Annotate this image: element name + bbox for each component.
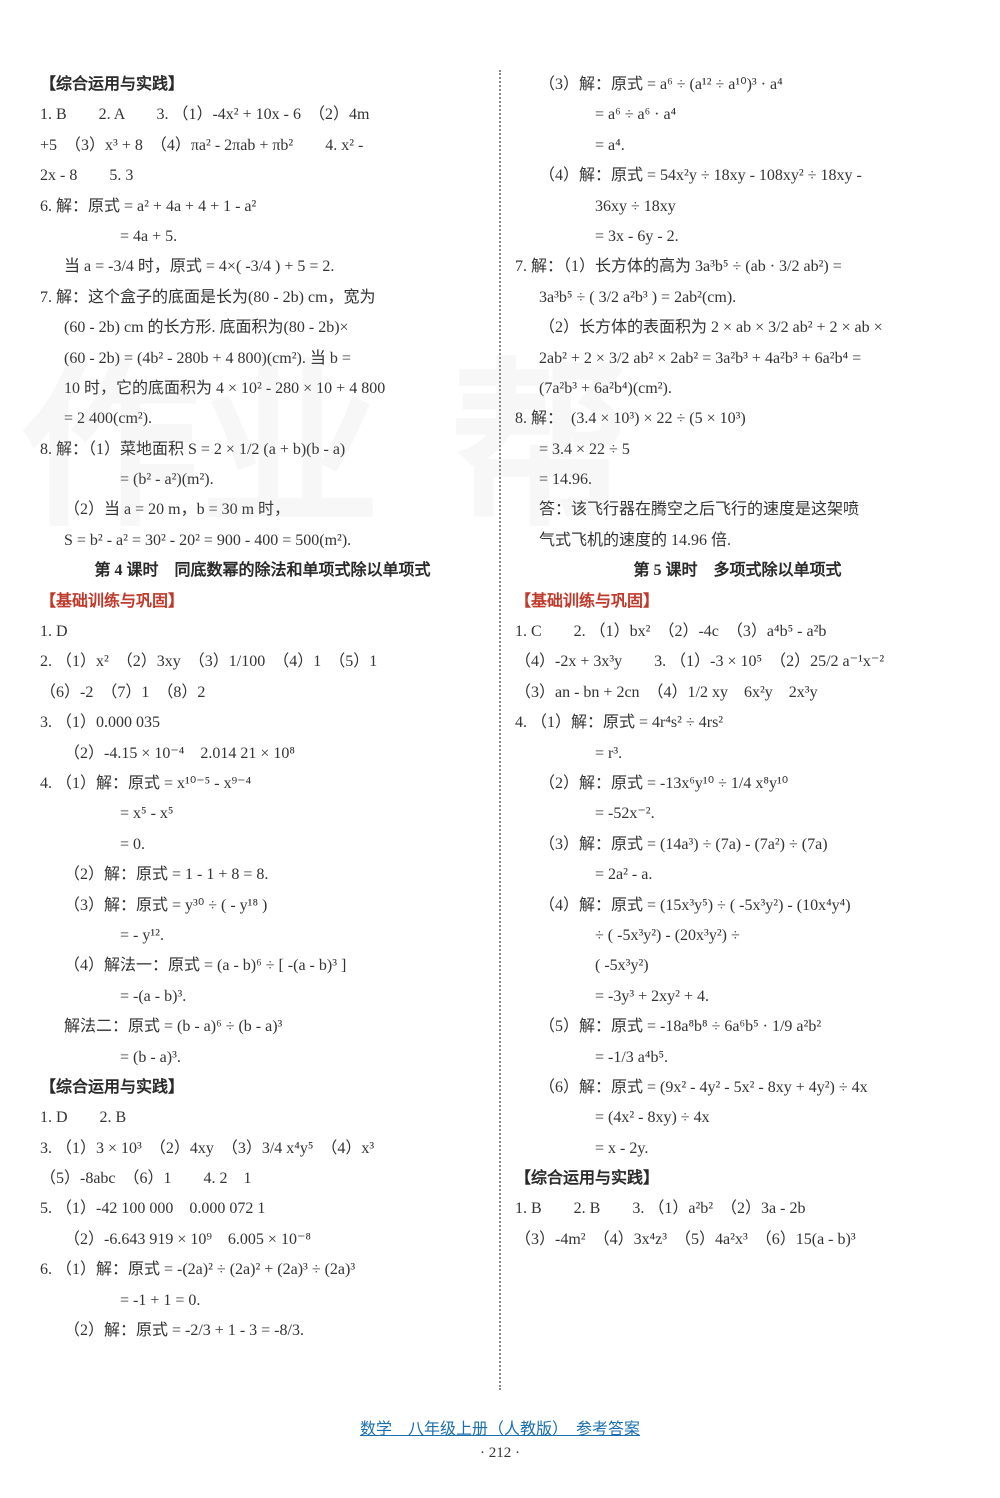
text-line: （2）-4.15 × 10⁻⁴ 2.014 21 × 10⁸	[40, 739, 485, 769]
page-columns: 【综合运用与实践】1. B 2. A 3. （1）-4x² + 10x - 6 …	[40, 70, 960, 1390]
text-line: 1. D	[40, 617, 485, 647]
text-line: 36xy ÷ 18xy	[515, 192, 960, 222]
text-line: 【基础训练与巩固】	[515, 587, 960, 617]
text-line: 4. （1）解：原式 = 4r⁴s² ÷ 4rs²	[515, 708, 960, 738]
text-line: ÷ ( -5x³y²) - (20x³y²) ÷	[515, 921, 960, 951]
text-line: = -1/3 a⁴b⁵.	[515, 1043, 960, 1073]
text-line: S = b² - a² = 30² - 20² = 900 - 400 = 50…	[40, 526, 485, 556]
text-line: （5）解：原式 = -18a⁸b⁸ ÷ 6a⁶b⁵ · 1/9 a²b²	[515, 1012, 960, 1042]
text-line: （5）-8abc （6）1 4. 2 1	[40, 1164, 485, 1194]
text-line: 当 a = -3/4 时，原式 = 4×( -3/4 ) + 5 = 2.	[40, 252, 485, 282]
text-line: = -1 + 1 = 0.	[40, 1286, 485, 1316]
text-line: （6）-2 （7）1 （8）2	[40, 678, 485, 708]
text-line: （4）-2x + 3x³y 3. （1）-3 × 10⁵ （2）25/2 a⁻¹…	[515, 647, 960, 677]
text-line: 第 5 课时 多项式除以单项式	[515, 556, 960, 586]
text-line: （2）解：原式 = 1 - 1 + 8 = 8.	[40, 860, 485, 890]
text-line: = (b - a)³.	[40, 1043, 485, 1073]
text-line: = -52x⁻².	[515, 799, 960, 829]
text-line: （4）解：原式 = (15x³y⁵) ÷ ( -5x³y²) - (10x⁴y⁴…	[515, 891, 960, 921]
text-line: 【综合运用与实践】	[515, 1164, 960, 1194]
text-line: = 3x - 6y - 2.	[515, 222, 960, 252]
text-line: = (4x² - 8xy) ÷ 4x	[515, 1103, 960, 1133]
text-line: 6. 解：原式 = a² + 4a + 4 + 1 - a²	[40, 192, 485, 222]
text-line: 8. 解： (3.4 × 10³) × 22 ÷ (5 × 10³)	[515, 404, 960, 434]
text-line: 3. （1）0.000 035	[40, 708, 485, 738]
text-line: 6. （1）解：原式 = -(2a)² ÷ (2a)² + (2a)³ ÷ (2…	[40, 1255, 485, 1285]
text-line: 1. B 2. B 3. （1）a²b² （2）3a - 2b	[515, 1194, 960, 1224]
text-line: （4）解法一：原式 = (a - b)⁶ ÷ [ -(a - b)³ ]	[40, 951, 485, 981]
text-line: （3）an - bn + 2cn （4）1/2 xy 6x²y 2x³y	[515, 678, 960, 708]
text-line: 1. D 2. B	[40, 1103, 485, 1133]
text-line: 2x - 8 5. 3	[40, 161, 485, 191]
text-line: 8. 解：（1）菜地面积 S = 2 × 1/2 (a + b)(b - a)	[40, 435, 485, 465]
text-line: （3）解：原式 = a⁶ ÷ (a¹² ÷ a¹⁰)³ · a⁴	[515, 70, 960, 100]
text-line: 7. 解：这个盒子的底面是长为(80 - 2b) cm，宽为	[40, 283, 485, 313]
text-line: +5 （3）x³ + 8 （4）πa² - 2πab + πb² 4. x² -	[40, 131, 485, 161]
text-line: （4）解：原式 = 54x²y ÷ 18xy - 108xy² ÷ 18xy -	[515, 161, 960, 191]
text-line: = x - 2y.	[515, 1134, 960, 1164]
footer-link: 数学 八年级上册（人教版） 参考答案	[0, 1415, 1000, 1439]
text-line: （6）解：原式 = (9x² - 4y² - 5x² - 8xy + 4y²) …	[515, 1073, 960, 1103]
text-line: = 2a² - a.	[515, 860, 960, 890]
right-column: （3）解：原式 = a⁶ ÷ (a¹² ÷ a¹⁰)³ · a⁴= a⁶ ÷ a…	[515, 70, 960, 1390]
text-line: 10 时，它的底面积为 4 × 10² - 280 × 10 + 4 800	[40, 374, 485, 404]
text-line: (60 - 2b) cm 的长方形. 底面积为(80 - 2b)×	[40, 313, 485, 343]
text-line: （3）-4m² （4）3x⁴z³ （5）4a²x³ （6）15(a - b)³	[515, 1225, 960, 1255]
text-line: 2. （1）x² （2）3xy （3）1/100 （4）1 （5）1	[40, 647, 485, 677]
text-line: = 3.4 × 22 ÷ 5	[515, 435, 960, 465]
text-line: = r³.	[515, 739, 960, 769]
text-line: = 4a + 5.	[40, 222, 485, 252]
text-line: 3a³b⁵ ÷ ( 3/2 a²b³ ) = 2ab²(cm).	[515, 283, 960, 313]
text-line: = - y¹².	[40, 921, 485, 951]
text-line: 4. （1）解：原式 = x¹⁰⁻⁵ - x⁹⁻⁴	[40, 769, 485, 799]
text-line: 1. C 2. （1）bx² （2）-4c （3）a⁴b⁵ - a²b	[515, 617, 960, 647]
text-line: 答：该飞行器在腾空之后飞行的速度是这架喷	[515, 495, 960, 525]
text-line: = 0.	[40, 830, 485, 860]
text-line: = a⁴.	[515, 131, 960, 161]
column-divider	[499, 70, 501, 1390]
text-line: 5. （1）-42 100 000 0.000 072 1	[40, 1194, 485, 1224]
text-line: （2）解：原式 = -2/3 + 1 - 3 = -8/3.	[40, 1316, 485, 1346]
text-line: 解法二：原式 = (b - a)⁶ ÷ (b - a)³	[40, 1012, 485, 1042]
text-line: 3. （1）3 × 10³ （2）4xy （3）3/4 x⁴y⁵ （4）x³	[40, 1134, 485, 1164]
text-line: = 14.96.	[515, 465, 960, 495]
text-line: = 2 400(cm²).	[40, 404, 485, 434]
text-line: (7a²b³ + 6a²b⁴)(cm²).	[515, 374, 960, 404]
text-line: ( -5x³y²)	[515, 951, 960, 981]
text-line: = x⁵ - x⁵	[40, 799, 485, 829]
page-footer: 数学 八年级上册（人教版） 参考答案 · 212 ·	[0, 1415, 1000, 1462]
text-line: 第 4 课时 同底数幂的除法和单项式除以单项式	[40, 556, 485, 586]
footer-page-number: · 212 ·	[0, 1445, 1000, 1462]
text-line: 【综合运用与实践】	[40, 70, 485, 100]
text-line: （2）长方体的表面积为 2 × ab × 3/2 ab² + 2 × ab ×	[515, 313, 960, 343]
text-line: （2）-6.643 919 × 10⁹ 6.005 × 10⁻⁸	[40, 1225, 485, 1255]
text-line: 1. B 2. A 3. （1）-4x² + 10x - 6 （2）4m	[40, 100, 485, 130]
left-column: 【综合运用与实践】1. B 2. A 3. （1）-4x² + 10x - 6 …	[40, 70, 485, 1390]
text-line: = (b² - a²)(m²).	[40, 465, 485, 495]
text-line: （2）解：原式 = -13x⁶y¹⁰ ÷ 1/4 x⁸y¹⁰	[515, 769, 960, 799]
text-line: = a⁶ ÷ a⁶ · a⁴	[515, 100, 960, 130]
text-line: = -3y³ + 2xy² + 4.	[515, 982, 960, 1012]
text-line: （3）解：原式 = y³⁰ ÷ ( - y¹⁸ )	[40, 891, 485, 921]
text-line: 2ab² + 2 × 3/2 ab² × 2ab² = 3a²b³ + 4a²b…	[515, 344, 960, 374]
text-line: （2）当 a = 20 m，b = 30 m 时，	[40, 495, 485, 525]
text-line: 【综合运用与实践】	[40, 1073, 485, 1103]
text-line: 【基础训练与巩固】	[40, 587, 485, 617]
text-line: （3）解：原式 = (14a³) ÷ (7a) - (7a²) ÷ (7a)	[515, 830, 960, 860]
text-line: (60 - 2b) = (4b² - 280b + 4 800)(cm²). 当…	[40, 344, 485, 374]
text-line: = -(a - b)³.	[40, 982, 485, 1012]
text-line: 气式飞机的速度的 14.96 倍.	[515, 526, 960, 556]
text-line: 7. 解：（1）长方体的高为 3a³b⁵ ÷ (ab · 3/2 ab²) =	[515, 252, 960, 282]
